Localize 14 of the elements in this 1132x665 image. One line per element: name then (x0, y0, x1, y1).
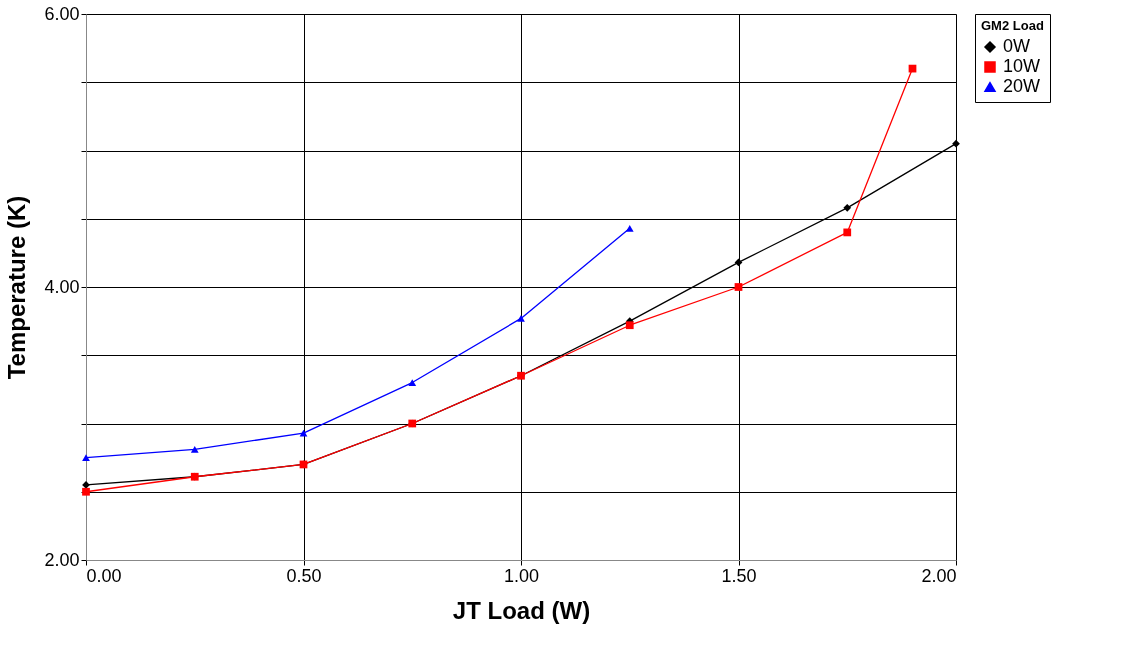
x-tick-label: 1.00 (503, 565, 540, 586)
y-tick-label: 6.00 (44, 3, 80, 24)
x-tick-label: 0.50 (286, 565, 322, 586)
y-tick-label: 4.00 (44, 276, 80, 297)
x-axis-title: JT Load (W) (452, 596, 591, 624)
x-tick-label: 0.00 (86, 565, 122, 586)
legend-label: 0W (1003, 36, 1031, 56)
legend-title: GM2 Load (981, 18, 1044, 33)
x-tick-label: 2.00 (921, 565, 957, 586)
y-tick-label: 2.00 (44, 549, 80, 570)
legend-label: 20W (1003, 76, 1041, 96)
legend-label: 10W (1003, 56, 1041, 76)
x-tick-label: 1.50 (721, 565, 757, 586)
y-axis-title: Temperature (K) (3, 195, 31, 380)
